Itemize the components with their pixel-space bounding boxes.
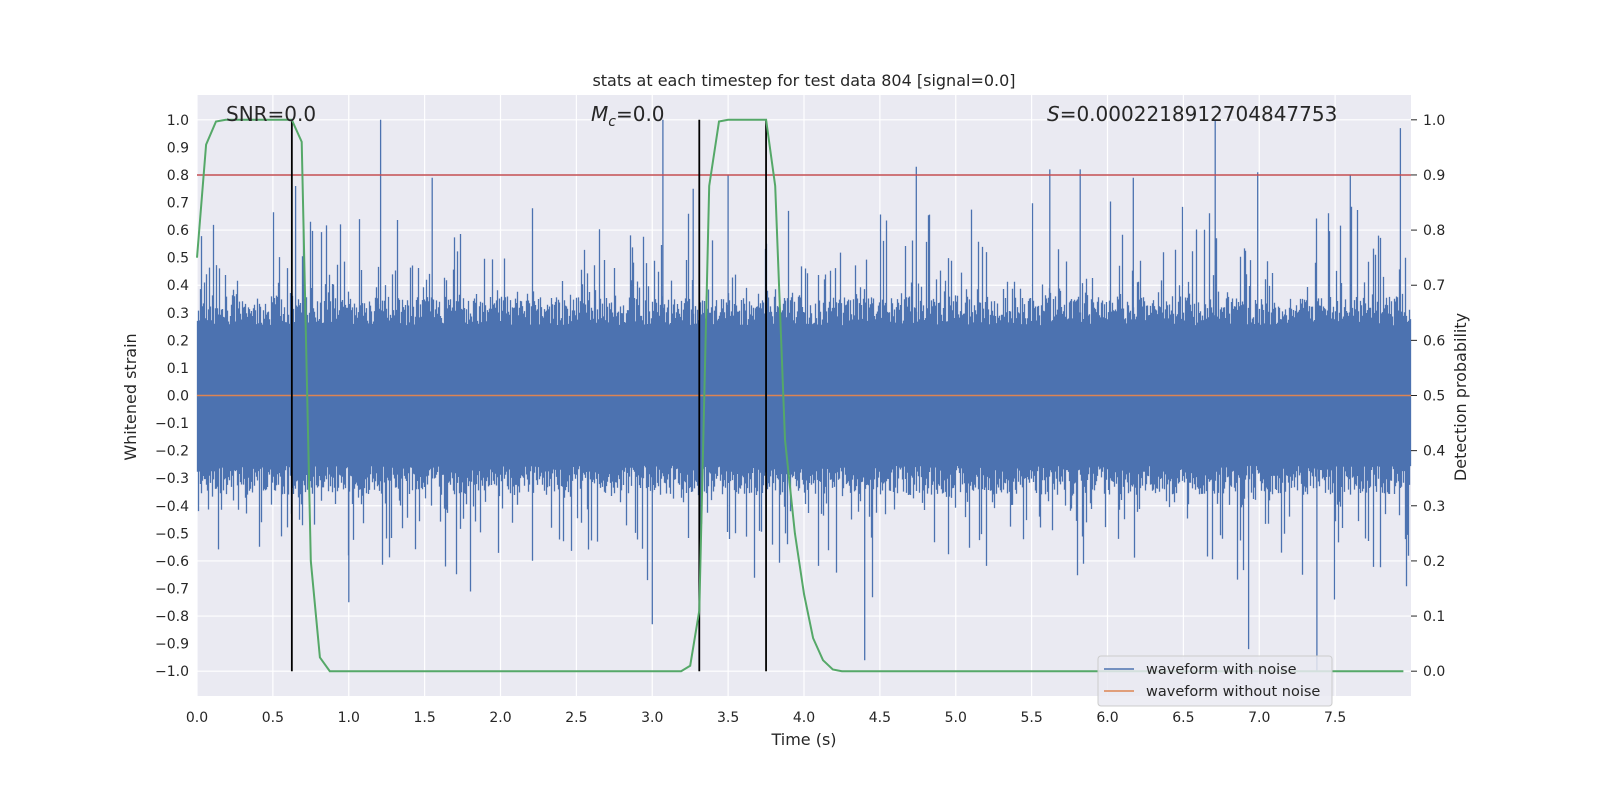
- y-left-tick-label: −0.6: [155, 554, 189, 570]
- y-left-tick-label: 0.0: [167, 389, 189, 405]
- y-left-tick-label: 0.3: [167, 306, 189, 322]
- x-tick-label: 1.0: [338, 710, 360, 726]
- x-tick-label: 1.5: [413, 710, 435, 726]
- y-left-axis-label: Whitened strain: [121, 333, 140, 460]
- legend-box: [1097, 655, 1333, 707]
- x-tick-label: 5.0: [945, 710, 967, 726]
- x-axis-ticks: 0.0 0.5 1.0 1.5 2.0 2.5 3.0 3.5 4.0 4.5 5.0 5.5 6.0 6…: [186, 710, 1346, 726]
- y-left-tick-label: −0.3: [155, 471, 189, 487]
- legend-label-waveform-with-noise: waveform with noise: [1146, 662, 1297, 678]
- y-left-tick-label: 0.9: [167, 140, 189, 156]
- x-tick-label: 7.0: [1248, 710, 1270, 726]
- y-right-axis-ticks: 1.0 0.9 0.8 0.7 0.6 0.5 0.4 0.3 0.2 0.1 0.0: [1411, 113, 1445, 680]
- s-symbol: S: [1047, 102, 1060, 126]
- y-left-tick-label: −0.8: [155, 609, 189, 625]
- y-left-tick-label: −0.5: [155, 526, 189, 542]
- x-axis-label: Time (s): [770, 730, 836, 749]
- y-right-axis-label: Detection probability: [1451, 313, 1470, 481]
- y-right-tick-label: 0.1: [1423, 609, 1445, 625]
- y-right-tick-label: 0.6: [1423, 333, 1445, 349]
- y-left-tick-label: 1.0: [167, 113, 189, 129]
- x-tick-label: 0.5: [262, 710, 284, 726]
- x-tick-label: 6.5: [1172, 710, 1194, 726]
- y-right-tick-label: 0.5: [1423, 389, 1445, 405]
- x-tick-label: 3.5: [717, 710, 739, 726]
- y-right-tick-label: 0.9: [1423, 168, 1445, 184]
- x-tick-label: 3.0: [641, 710, 663, 726]
- y-right-tick-label: 0.7: [1423, 278, 1445, 294]
- y-left-tick-label: 0.5: [167, 251, 189, 267]
- mc-annotation: Mc=0.0: [591, 102, 665, 130]
- y-left-tick-label: 0.8: [167, 168, 189, 184]
- x-tick-label: 2.0: [489, 710, 511, 726]
- s-annotation: S=0.0002218912704847753: [1047, 102, 1337, 126]
- y-left-tick-label: −0.4: [155, 499, 189, 515]
- y-left-tick-label: 0.2: [167, 333, 189, 349]
- series-detection-probability: [196, 118, 1404, 673]
- s-value: =0.0002218912704847753: [1060, 102, 1338, 126]
- y-left-axis-ticks: 1.0 0.9 0.8 0.7 0.6 0.5 0.4 0.3 0.2 0.1 0.0 −0.1 −0.…: [155, 113, 189, 680]
- x-tick-label: 2.5: [565, 710, 587, 726]
- y-left-tick-label: −0.7: [155, 581, 189, 597]
- y-right-tick-label: 0.2: [1423, 554, 1445, 570]
- snr-annotation: SNR=0.0: [226, 102, 316, 126]
- y-right-tick-label: 1.0: [1423, 113, 1445, 129]
- x-tick-label: 4.5: [869, 710, 891, 726]
- x-tick-label: 0.0: [186, 710, 208, 726]
- y-right-tick-label: 0.4: [1423, 444, 1445, 460]
- y-left-tick-label: −1.0: [155, 664, 189, 680]
- mc-subscript: c: [608, 114, 616, 130]
- x-tick-label: 6.0: [1096, 710, 1118, 726]
- mc-value: =0.0: [616, 102, 665, 126]
- y-right-tick-label: 0.0: [1423, 664, 1445, 680]
- y-left-tick-label: −0.2: [155, 444, 189, 460]
- y-right-tick-label: 0.3: [1423, 499, 1445, 515]
- legend-label-waveform-without-noise: waveform without noise: [1146, 684, 1320, 700]
- y-left-tick-label: 0.7: [167, 196, 189, 212]
- chart-title: stats at each timestep for test data 804…: [592, 71, 1015, 90]
- y-left-tick-label: −0.1: [155, 416, 189, 432]
- mc-symbol: M: [591, 102, 608, 126]
- y-left-tick-label: 0.6: [167, 223, 189, 239]
- y-left-tick-label: −0.9: [155, 637, 189, 653]
- y-left-tick-label: 0.1: [167, 361, 189, 377]
- y-left-tick-label: 0.4: [167, 278, 189, 294]
- legend: waveform with noise waveform without noi…: [1097, 655, 1333, 707]
- x-tick-label: 5.5: [1020, 710, 1042, 726]
- x-tick-label: 4.0: [793, 710, 815, 726]
- x-tick-label: 7.5: [1324, 710, 1346, 726]
- y-right-tick-label: 0.8: [1423, 223, 1445, 239]
